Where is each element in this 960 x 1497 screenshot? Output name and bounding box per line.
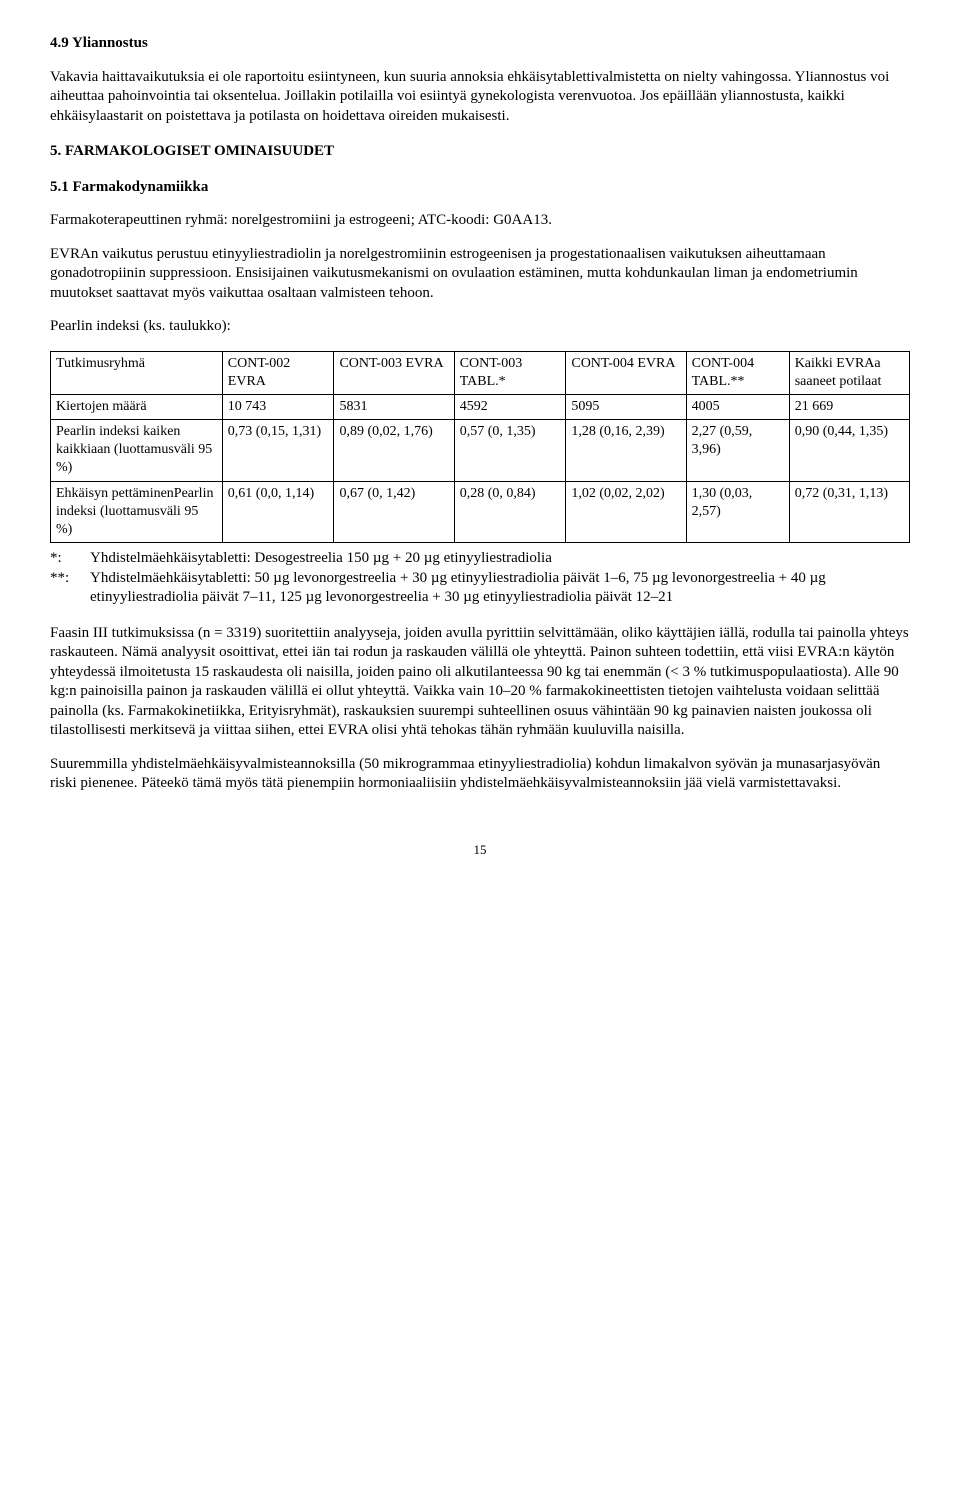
heading-51: 5.1 Farmakodynamiikka <box>50 178 910 198</box>
table-cell: 4005 <box>686 394 789 419</box>
table-footnotes: *: Yhdistelmäehkäisytabletti: Desogestre… <box>50 549 910 608</box>
paragraph: Vakavia haittavaikutuksia ei ole raporto… <box>50 68 910 127</box>
table-header: Tutkimusryhmä <box>51 351 223 394</box>
table-header: CONT-004 EVRA <box>566 351 686 394</box>
table-cell: Pearlin indeksi kaiken kaikkiaan (luotta… <box>51 420 223 482</box>
footnote-mark: *: <box>50 549 90 569</box>
table-cell: 0,90 (0,44, 1,35) <box>789 420 909 482</box>
table-cell: 1,02 (0,02, 2,02) <box>566 481 686 543</box>
paragraph: Pearlin indeksi (ks. taulukko): <box>50 317 910 337</box>
table-cell: 1,28 (0,16, 2,39) <box>566 420 686 482</box>
footnote-mark: **: <box>50 569 90 608</box>
table-cell: 1,30 (0,03, 2,57) <box>686 481 789 543</box>
table-cell: Kiertojen määrä <box>51 394 223 419</box>
table-cell: 0,72 (0,31, 1,13) <box>789 481 909 543</box>
table-row: Kiertojen määrä 10 743 5831 4592 5095 40… <box>51 394 910 419</box>
table-header: CONT-004 TABL.** <box>686 351 789 394</box>
table-cell: Ehkäisyn pettäminenPearlin indeksi (luot… <box>51 481 223 543</box>
table-cell: 0,61 (0,0, 1,14) <box>222 481 334 543</box>
footnote-text: Yhdistelmäehkäisytabletti: 50 µg levonor… <box>90 569 910 608</box>
table-cell: 0,89 (0,02, 1,76) <box>334 420 454 482</box>
table-header: CONT-002 EVRA <box>222 351 334 394</box>
table-row: Ehkäisyn pettäminenPearlin indeksi (luot… <box>51 481 910 543</box>
paragraph: Suuremmilla yhdistelmäehkäisyvalmisteann… <box>50 755 910 794</box>
pearl-index-table: Tutkimusryhmä CONT-002 EVRA CONT-003 EVR… <box>50 351 910 544</box>
table-cell: 0,57 (0, 1,35) <box>454 420 566 482</box>
table-cell: 21 669 <box>789 394 909 419</box>
table-cell: 0,28 (0, 0,84) <box>454 481 566 543</box>
table-header-row: Tutkimusryhmä CONT-002 EVRA CONT-003 EVR… <box>51 351 910 394</box>
table-header: CONT-003 EVRA <box>334 351 454 394</box>
table-cell: 5095 <box>566 394 686 419</box>
table-cell: 0,67 (0, 1,42) <box>334 481 454 543</box>
heading-5: 5. FARMAKOLOGISET OMINAISUUDET <box>50 142 910 162</box>
table-cell: 5831 <box>334 394 454 419</box>
page-number: 15 <box>50 842 910 859</box>
table-header: Kaikki EVRAa saaneet potilaat <box>789 351 909 394</box>
paragraph: EVRAn vaikutus perustuu etinyyliestradio… <box>50 245 910 304</box>
table-cell: 10 743 <box>222 394 334 419</box>
table-cell: 0,73 (0,15, 1,31) <box>222 420 334 482</box>
footnote-text: Yhdistelmäehkäisytabletti: Desogestreeli… <box>90 549 910 569</box>
heading-49: 4.9 Yliannostus <box>50 34 910 54</box>
paragraph: Farmakoterapeuttinen ryhmä: norelgestrom… <box>50 211 910 231</box>
table-cell: 4592 <box>454 394 566 419</box>
table-header: CONT-003 TABL.* <box>454 351 566 394</box>
paragraph: Faasin III tutkimuksissa (n = 3319) suor… <box>50 624 910 741</box>
table-row: Pearlin indeksi kaiken kaikkiaan (luotta… <box>51 420 910 482</box>
table-cell: 2,27 (0,59, 3,96) <box>686 420 789 482</box>
